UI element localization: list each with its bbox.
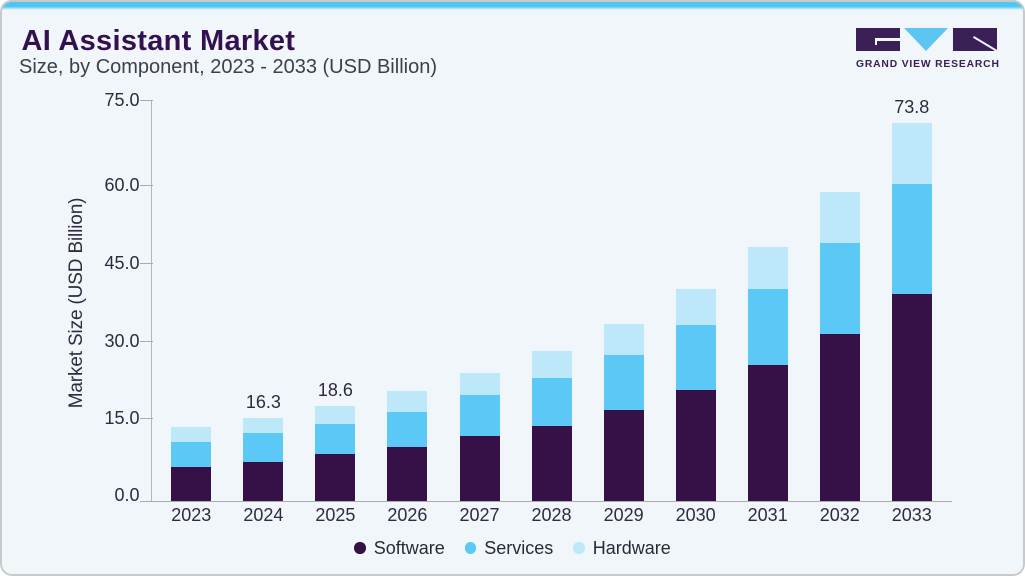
x-tick-label-2032: 2032 xyxy=(819,504,860,525)
y-axis-line xyxy=(151,100,153,502)
legend-dot-services xyxy=(464,542,477,554)
legend-item-hardware: Hardware xyxy=(573,538,671,559)
x-tick-label-2028: 2028 xyxy=(531,504,572,525)
x-tick-label-2029: 2029 xyxy=(603,504,644,525)
bar-segment-hardware-2024 xyxy=(243,417,284,434)
bar-segment-software-2026 xyxy=(387,447,428,501)
bar-segment-services-2033 xyxy=(891,183,932,294)
bar-segment-hardware-2029 xyxy=(603,323,644,355)
logo-g-slit xyxy=(875,38,900,41)
y-axis-tick xyxy=(140,340,153,342)
bar-segment-services-2029 xyxy=(603,354,644,410)
bar-segment-software-2027 xyxy=(459,436,500,501)
bar-segment-software-2028 xyxy=(531,425,572,501)
x-tick-label-2025: 2025 xyxy=(315,504,356,525)
x-tick-label-2024: 2024 xyxy=(243,504,284,525)
bar-segment-hardware-2033 xyxy=(891,122,932,184)
legend-label-hardware: Hardware xyxy=(592,537,671,558)
legend-label-services: Services xyxy=(484,537,554,558)
bar-segment-services-2026 xyxy=(387,411,428,448)
logo-g-slit-vertical xyxy=(875,38,878,45)
bar-segment-software-2024 xyxy=(243,461,284,501)
chart-title: AI Assistant Market xyxy=(21,24,296,57)
logo-r-slit xyxy=(973,35,997,51)
bar-segment-software-2029 xyxy=(603,409,644,501)
legend-item-software: Software xyxy=(354,538,445,559)
bar-total-label-2033: 73.8 xyxy=(894,96,930,117)
bar-segment-hardware-2025 xyxy=(315,405,356,424)
y-axis-tick xyxy=(140,418,153,420)
y-axis-tick xyxy=(140,185,153,187)
y-tick-label: 15.0 xyxy=(104,408,140,429)
bar-segment-hardware-2023 xyxy=(171,427,212,443)
logo-r-block-icon xyxy=(953,28,997,51)
legend-item-services: Services xyxy=(464,537,554,559)
bar-total-label-2025: 18.6 xyxy=(317,379,353,400)
grand-view-research-logo: GRAND VIEW RESEARCH xyxy=(856,28,1000,70)
legend-dot-hardware xyxy=(573,542,585,554)
bar-segment-software-2031 xyxy=(747,365,788,501)
bar-segment-hardware-2028 xyxy=(531,351,572,379)
y-tick-label: 30.0 xyxy=(104,330,140,351)
x-tick-label-2031: 2031 xyxy=(747,504,788,525)
logo-g-block-icon xyxy=(856,28,900,51)
bar-segment-hardware-2026 xyxy=(387,390,428,412)
top-accent-strip xyxy=(0,0,1025,10)
chart-subtitle: Size, by Component, 2023 - 2033 (USD Bil… xyxy=(19,56,437,78)
y-tick-label: 60.0 xyxy=(104,175,140,196)
x-tick-label-2023: 2023 xyxy=(171,504,212,525)
bar-segment-hardware-2031 xyxy=(747,246,788,290)
x-axis-line xyxy=(140,501,952,503)
bar-segment-hardware-2027 xyxy=(459,373,500,396)
logo-v-triangle-icon xyxy=(904,28,949,51)
x-tick-label-2026: 2026 xyxy=(387,504,428,525)
bar-segment-software-2025 xyxy=(315,454,356,501)
bar-segment-software-2030 xyxy=(675,390,716,501)
bar-segment-services-2030 xyxy=(675,324,716,391)
bar-segment-services-2028 xyxy=(531,378,572,426)
y-tick-label: 45.0 xyxy=(104,253,140,273)
bar-segment-services-2024 xyxy=(243,433,284,462)
legend-dot-software xyxy=(354,542,366,554)
bar-total-label-2024: 16.3 xyxy=(245,391,281,412)
bar-segment-services-2025 xyxy=(315,423,356,455)
brand-name: GRAND VIEW RESEARCH xyxy=(856,59,1000,70)
bar-segment-hardware-2030 xyxy=(675,288,716,325)
bar-segment-software-2033 xyxy=(891,294,932,501)
legend: Software Services Hardware xyxy=(0,537,1025,559)
bar-segment-software-2023 xyxy=(171,467,212,501)
y-axis-tick xyxy=(140,263,153,265)
y-axis-title: Market Size (USD Billion) xyxy=(66,197,87,409)
y-tick-label: 0.0 xyxy=(114,485,140,505)
legend-label-software: Software xyxy=(373,537,445,558)
bar-segment-services-2032 xyxy=(819,243,860,334)
x-tick-label-2027: 2027 xyxy=(459,504,500,525)
bar-segment-services-2027 xyxy=(459,395,500,437)
bar-segment-software-2032 xyxy=(819,333,860,501)
y-tick-label: 75.0 xyxy=(104,90,140,111)
y-axis-tick xyxy=(140,100,153,102)
bar-segment-services-2023 xyxy=(171,442,212,468)
bar-segment-hardware-2032 xyxy=(819,192,860,244)
bar-segment-services-2031 xyxy=(747,289,788,366)
x-tick-label-2033: 2033 xyxy=(891,504,932,525)
x-tick-label-2030: 2030 xyxy=(675,504,716,525)
